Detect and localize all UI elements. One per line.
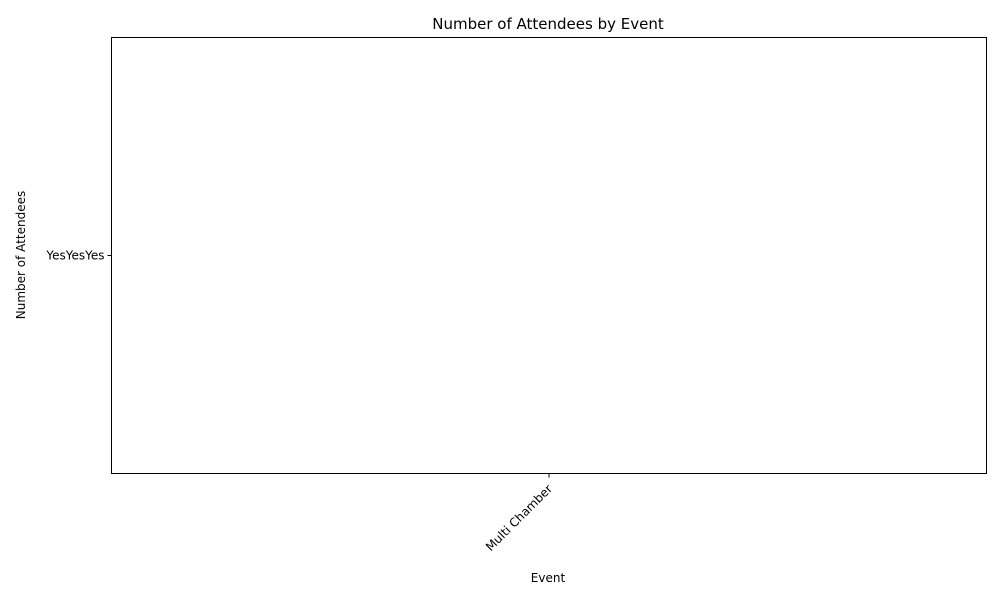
y-axis-ticks: YesYesYes [45,249,112,263]
y-tick-label: YesYesYes [45,249,104,263]
chart-title: Number of Attendees by Event [432,15,664,33]
y-axis-label: Number of Attendees [14,191,28,319]
x-axis-label: Event [531,571,566,585]
